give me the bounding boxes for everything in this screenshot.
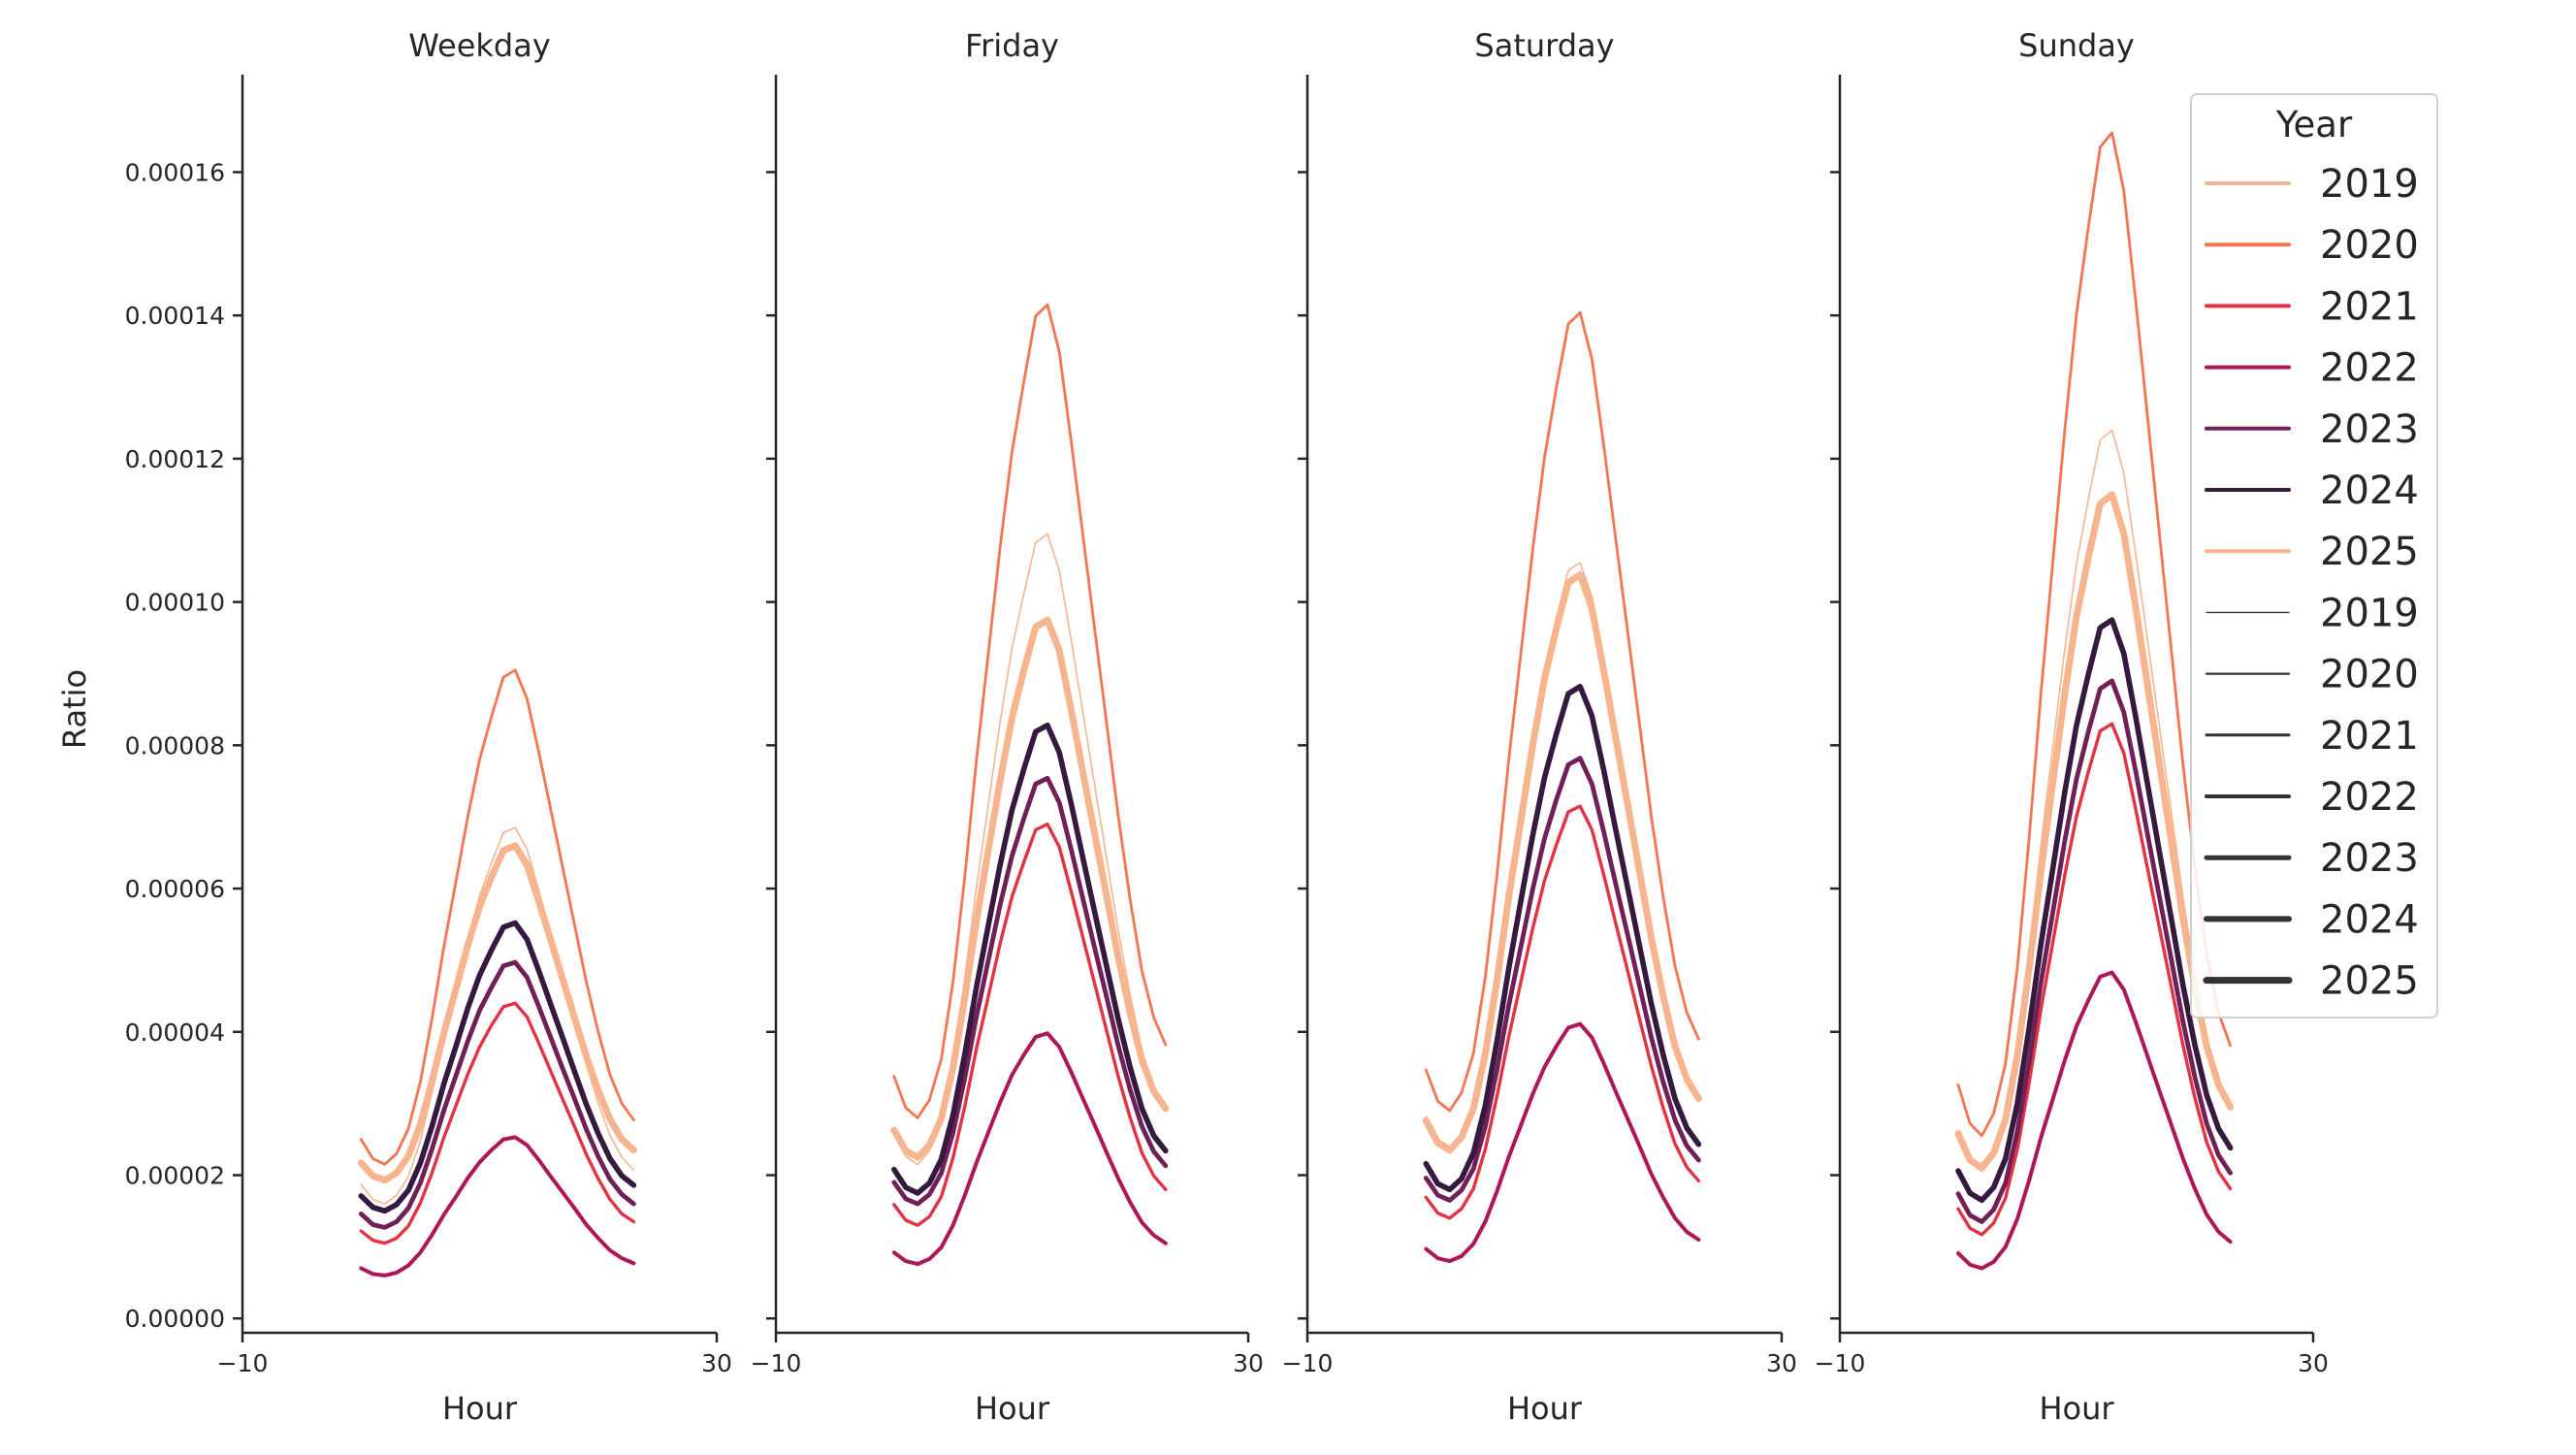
legend-label: 2021: [2320, 284, 2419, 329]
y-tick-label: 0.00008: [125, 731, 225, 760]
x-tick-label: −10: [217, 1349, 269, 1377]
legend-item: 2019: [2206, 591, 2419, 635]
y-tick-label: 0.00000: [125, 1305, 225, 1333]
y-tick-label: 0.00002: [125, 1162, 225, 1190]
y-axis-label: Ratio: [56, 669, 93, 749]
legend-item: 2023: [2204, 836, 2419, 881]
series-line-2025: [1954, 491, 2235, 1172]
y-tick-label: 0.00004: [125, 1018, 225, 1047]
x-axis-label: Hour: [975, 1390, 1050, 1427]
series-line-2023: [358, 959, 636, 1230]
legend-label: 2019: [2320, 591, 2419, 635]
legend-item: 2024: [2205, 469, 2419, 513]
series-line-2022: [891, 1031, 1168, 1267]
legend-item: 2023: [2205, 407, 2419, 452]
legend-label: 2024: [2320, 897, 2419, 942]
series-line-2021: [359, 1001, 636, 1245]
series-line-2020: [359, 668, 635, 1166]
panel-weekday: Weekday 0.00000 0.00002 0.00004 0.00006 0.000…: [125, 27, 732, 1427]
panel-title: Saturday: [1474, 27, 1614, 64]
series-line-2024: [358, 920, 637, 1214]
series-line-2020: [1956, 131, 2233, 1138]
legend-item: 2022: [2205, 346, 2419, 391]
x-axis-label: Hour: [2039, 1390, 2114, 1427]
panel-title: Weekday: [408, 27, 551, 64]
x-axis-label: Hour: [442, 1390, 518, 1427]
legend-item: 2020: [2205, 653, 2419, 697]
series-line-2020: [1424, 310, 1700, 1113]
legend-label: 2022: [2320, 775, 2419, 820]
series-line-2023: [1423, 756, 1701, 1203]
y-tick-label: 0.00010: [125, 589, 225, 617]
series-line-2021: [1424, 804, 1701, 1220]
panel-saturday: Saturday −10 30 Hour: [1282, 27, 1797, 1427]
legend-item: 2022: [2205, 775, 2419, 820]
legend-item: 2025: [2205, 530, 2419, 574]
panel-sunday: Sunday −10 30 Hour: [1815, 27, 2329, 1427]
series-line-2023: [891, 775, 1169, 1207]
x-tick-label: −10: [1815, 1349, 1866, 1377]
series-line-2023: [1955, 678, 2234, 1224]
legend-label: 2022: [2320, 346, 2419, 391]
series-line-2020: [892, 303, 1168, 1119]
legend-item: 2024: [2204, 897, 2419, 942]
legend-label: 2020: [2320, 223, 2419, 268]
legend-label: 2020: [2320, 653, 2419, 697]
x-tick-label: −10: [1282, 1349, 1334, 1377]
legend-label: 2025: [2320, 959, 2419, 1004]
y-tick-label: 0.00016: [125, 158, 225, 186]
legend-label: 2025: [2320, 530, 2419, 574]
legend-box: [2190, 93, 2438, 1018]
panel-title: Sunday: [2018, 27, 2135, 64]
legend: Year 2019 2020 2021 2022 2023 2024 2025 2019 2020…: [2190, 93, 2438, 1018]
x-tick-label: 30: [2298, 1349, 2329, 1377]
series-line-2024: [890, 722, 1169, 1196]
legend-label: 2023: [2320, 407, 2419, 452]
series-line-2024: [1955, 617, 2234, 1204]
legend-item: 2021: [2205, 714, 2419, 759]
series-line-2025: [1422, 571, 1702, 1154]
legend-label: 2021: [2320, 714, 2419, 759]
panel-friday: Friday −10 30 Hour: [751, 27, 1264, 1427]
legend-item: 2020: [2205, 223, 2419, 268]
y-tick-label: 0.00012: [125, 445, 225, 473]
series-line-2021: [892, 822, 1168, 1227]
x-tick-label: 30: [701, 1349, 732, 1377]
legend-label: 2023: [2320, 836, 2419, 881]
legend-item: 2019: [2205, 162, 2419, 207]
series-line-2025: [890, 616, 1170, 1161]
legend-label: 2024: [2320, 469, 2419, 513]
panel-title: Friday: [965, 27, 1059, 64]
y-tick-label: 0.00006: [125, 875, 225, 903]
legend-title: Year: [2275, 104, 2353, 146]
y-tick-label: 0.00014: [125, 302, 225, 330]
legend-label: 2019: [2320, 162, 2419, 207]
legend-item: 2025: [2203, 959, 2419, 1004]
x-tick-label: 30: [1766, 1349, 1797, 1377]
x-axis-label: Hour: [1507, 1390, 1583, 1427]
series-line-2022: [359, 1135, 636, 1277]
x-tick-label: −10: [751, 1349, 802, 1377]
x-tick-label: 30: [1233, 1349, 1264, 1377]
series-line-2025: [357, 842, 637, 1184]
series-line-2022: [1424, 1021, 1701, 1264]
legend-item: 2021: [2205, 284, 2419, 329]
series-line-2021: [1956, 722, 2233, 1237]
series-line-2024: [1423, 683, 1702, 1193]
series-line-2022: [1956, 970, 2233, 1271]
